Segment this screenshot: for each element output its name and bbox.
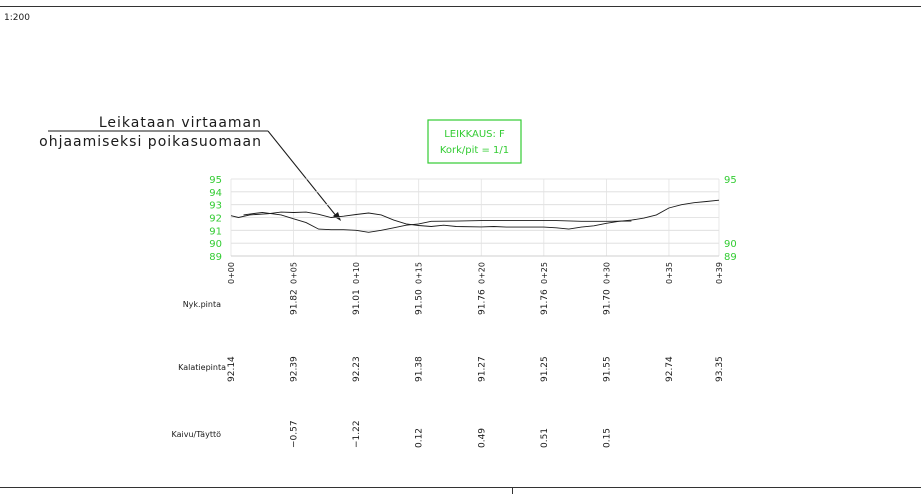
row-label-design: Kalatiepinta [178,363,226,372]
station-label: 0+35 [665,262,674,284]
profile-lines [230,199,720,233]
station-label: 0+05 [290,262,299,284]
scale-label: 1:200 [4,13,30,23]
row-value-cut_fill: 0.51 [540,428,550,448]
profile-line-design [230,199,720,230]
station-label: 0+15 [415,262,424,284]
row-value-design: 91.55 [602,356,612,382]
row-value-cut_fill: 0.49 [477,428,487,448]
section-title: LEIKKAUS: F [444,129,505,140]
section-ratio: Kork/pit = 1/1 [440,145,509,156]
row-value-cut_fill: 0.12 [415,428,425,448]
row-value-design: 91.38 [415,356,425,382]
y-tick-label-left: 95 [209,175,222,186]
station-axis: 0+00 0+05 0+10 0+15 0+20 0+25 0+30 0+35 0+39 [227,262,724,284]
row-value-existing: 91.76 [540,289,550,315]
row-value-design: 91.25 [540,356,550,382]
y-axis-right: 95 90 89 [724,175,737,263]
station-label: 0+00 [227,262,236,284]
row-label-cut-fill: Kaivu/Täyttö [172,430,222,439]
row-value-cut_fill: −0.57 [290,420,300,448]
row-value-design: 92.74 [665,356,675,382]
row-value-existing: 91.70 [602,289,612,315]
row-value-design: 93.35 [715,356,725,382]
annotation-line-2: ohjaamiseksi poikasuomaan [39,134,262,150]
row-value-design: 92.14 [227,356,237,382]
row-value-existing: 91.76 [477,289,487,315]
y-tick-label-right: 90 [724,239,737,250]
leader-line [267,130,338,218]
row-value-cut_fill: −1.22 [352,420,362,448]
y-tick-label-left: 93 [209,201,222,212]
y-tick-label-left: 89 [209,252,222,263]
row-value-existing: 91.01 [352,289,362,315]
row-value-existing: 91.50 [415,289,425,315]
annotation-line-1: Leikataan virtaaman [99,115,262,131]
y-tick-label-left: 90 [209,239,222,250]
station-label: 0+30 [602,262,611,284]
y-tick-label-right: 95 [724,175,737,186]
y-tick-label-left: 94 [209,188,222,199]
value-rows: 91.82 91.01 91.50 91.76 91.76 91.70 92.14 92.39… [227,289,725,448]
row-value-existing: 91.82 [290,289,300,315]
row-label-existing: Nyk.pinta [183,300,221,309]
row-value-design: 91.27 [477,356,487,382]
station-label: 0+39 [715,262,724,284]
row-value-design: 92.23 [352,356,362,382]
y-tick-label-left: 92 [209,214,222,225]
y-tick-label-right: 89 [724,252,737,263]
station-label: 0+10 [352,262,361,284]
profile-grid [230,178,720,257]
row-value-cut_fill: 0.15 [602,428,612,448]
station-label: 0+20 [477,262,486,284]
section-box [427,119,522,164]
row-value-design: 92.39 [290,356,300,382]
profile-line-existing [243,211,632,233]
y-tick-label-left: 91 [209,226,222,237]
station-label: 0+25 [540,262,549,284]
